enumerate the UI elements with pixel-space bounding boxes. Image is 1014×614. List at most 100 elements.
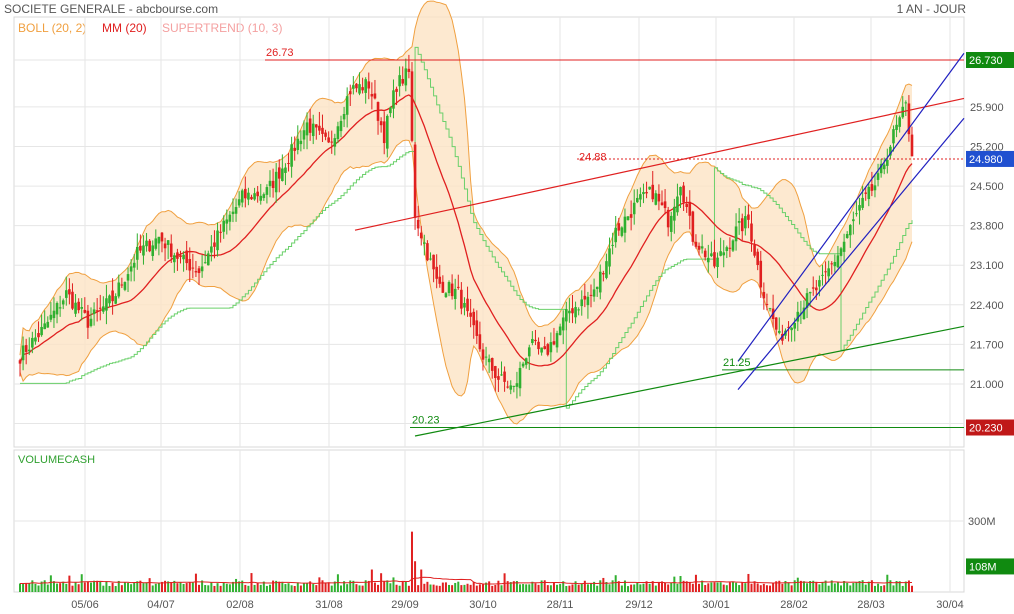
candle-body xyxy=(611,244,614,246)
volume-bar xyxy=(22,583,25,592)
trendline xyxy=(354,97,965,231)
candle-body xyxy=(546,344,550,355)
candle-body xyxy=(515,383,519,387)
volume-bar xyxy=(133,582,136,592)
volume-bar xyxy=(500,585,503,592)
x-tick-label: 02/08 xyxy=(226,599,254,611)
candle-body xyxy=(95,310,99,312)
candle-body xyxy=(848,224,852,236)
volume-bar xyxy=(735,582,738,592)
candle-body xyxy=(456,286,460,288)
volume-bar xyxy=(349,580,352,592)
volume-bar xyxy=(778,580,781,592)
y-tick-label: 23.800 xyxy=(970,221,1004,233)
volume-bar xyxy=(182,583,185,592)
candle-body xyxy=(617,223,621,231)
candle-body xyxy=(120,284,124,286)
volume-bar xyxy=(824,580,827,592)
candle-body xyxy=(185,250,188,264)
candle-body xyxy=(352,85,355,89)
candle-body xyxy=(527,347,531,357)
volume-bar xyxy=(494,585,497,592)
candle-body xyxy=(74,302,77,314)
candle-body xyxy=(213,242,216,247)
candle-body xyxy=(512,385,516,387)
candle-body xyxy=(364,79,367,93)
candle-body xyxy=(679,186,682,196)
candle-body xyxy=(441,281,445,293)
volume-bar xyxy=(272,580,275,592)
volume-bar xyxy=(299,585,302,592)
volume-bar xyxy=(642,583,645,592)
volume-bar xyxy=(769,585,772,592)
candle-body xyxy=(58,307,62,309)
candle-body xyxy=(318,125,321,131)
candle-body xyxy=(102,306,105,312)
volume-bar xyxy=(160,581,163,592)
candle-body xyxy=(142,245,145,256)
volume-bar xyxy=(114,586,117,592)
volume-bar xyxy=(713,582,716,592)
candle-body xyxy=(389,107,392,114)
volume-bar xyxy=(423,583,426,592)
candle-body xyxy=(836,255,840,268)
candle-body xyxy=(173,255,176,263)
volume-bar xyxy=(858,581,861,592)
candle-body xyxy=(426,243,429,261)
candle-body xyxy=(413,144,417,219)
candle-body xyxy=(210,246,213,253)
volume-bar xyxy=(438,585,441,592)
y-tick-label: 21.700 xyxy=(970,339,1004,351)
volume-bar xyxy=(704,585,707,592)
volume-bar xyxy=(886,574,889,592)
volume-bar xyxy=(40,581,43,592)
trendline xyxy=(414,325,965,437)
volume-bar xyxy=(302,583,305,592)
candle-body xyxy=(18,360,22,364)
volume-bar xyxy=(28,583,31,592)
volume-bar xyxy=(219,585,222,592)
candle-body xyxy=(475,320,479,336)
candle-body xyxy=(277,167,281,179)
volume-bar xyxy=(185,583,188,592)
volume-bar xyxy=(454,582,457,592)
volume-bar xyxy=(873,585,876,592)
y-tick-label: 23.100 xyxy=(970,260,1004,272)
volume-bar xyxy=(201,580,204,592)
candle-body xyxy=(565,309,568,322)
candle-body xyxy=(37,333,40,338)
candle-body xyxy=(744,216,747,229)
candle-body xyxy=(398,75,401,87)
candle-body xyxy=(191,267,195,269)
volume-bar xyxy=(151,585,154,592)
volume-bar xyxy=(207,585,210,592)
volume-bar xyxy=(460,585,463,592)
volume-bar xyxy=(870,580,873,592)
period-label[interactable]: 1 AN - JOUR xyxy=(896,2,966,16)
candle-body xyxy=(716,257,719,268)
volume-bar xyxy=(583,580,586,592)
level-annotation: 24.88 xyxy=(579,152,607,164)
volume-bar xyxy=(568,585,571,592)
candle-body xyxy=(274,171,278,193)
candle-body xyxy=(148,240,151,252)
volume-bar xyxy=(512,581,515,592)
candle-body xyxy=(200,266,204,272)
candle-body xyxy=(768,308,772,310)
candle-body xyxy=(182,254,185,260)
volume-bar xyxy=(34,583,37,592)
volume-bar xyxy=(142,583,145,592)
x-tick-label: 30/04 xyxy=(936,599,964,611)
candle-body xyxy=(324,132,327,137)
candle-body xyxy=(234,207,238,214)
candle-body xyxy=(345,96,349,115)
volume-bar xyxy=(812,580,815,592)
candle-body xyxy=(531,338,534,344)
volume-bar xyxy=(883,585,886,592)
volume-bar xyxy=(744,583,747,592)
volume-bar xyxy=(324,582,327,592)
y-tick-label: 25.900 xyxy=(970,102,1004,114)
volume-bar xyxy=(120,585,123,592)
candle-body xyxy=(907,103,911,135)
volume-tick-label: 300M xyxy=(968,516,996,528)
